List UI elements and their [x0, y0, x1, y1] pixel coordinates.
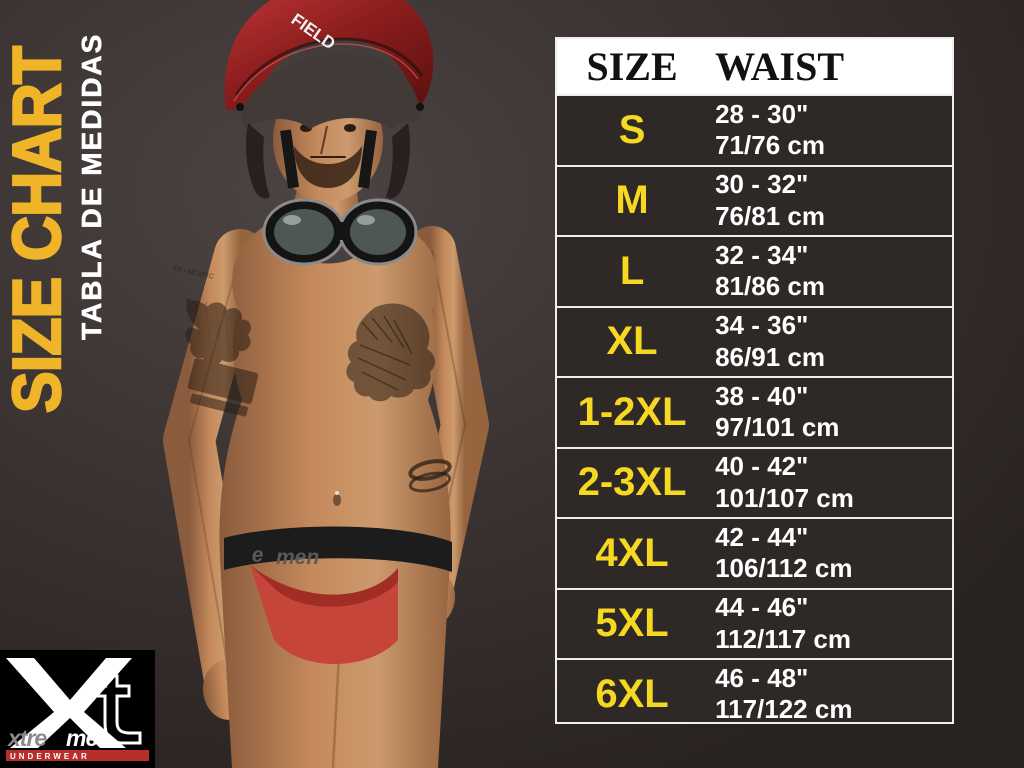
svg-text:men: men: [276, 546, 319, 569]
svg-text:xtre: xtre: [6, 725, 47, 751]
svg-text:men: men: [66, 725, 111, 751]
svg-text:UNDERWEAR: UNDERWEAR: [10, 752, 90, 761]
svg-text:e: e: [251, 543, 264, 567]
